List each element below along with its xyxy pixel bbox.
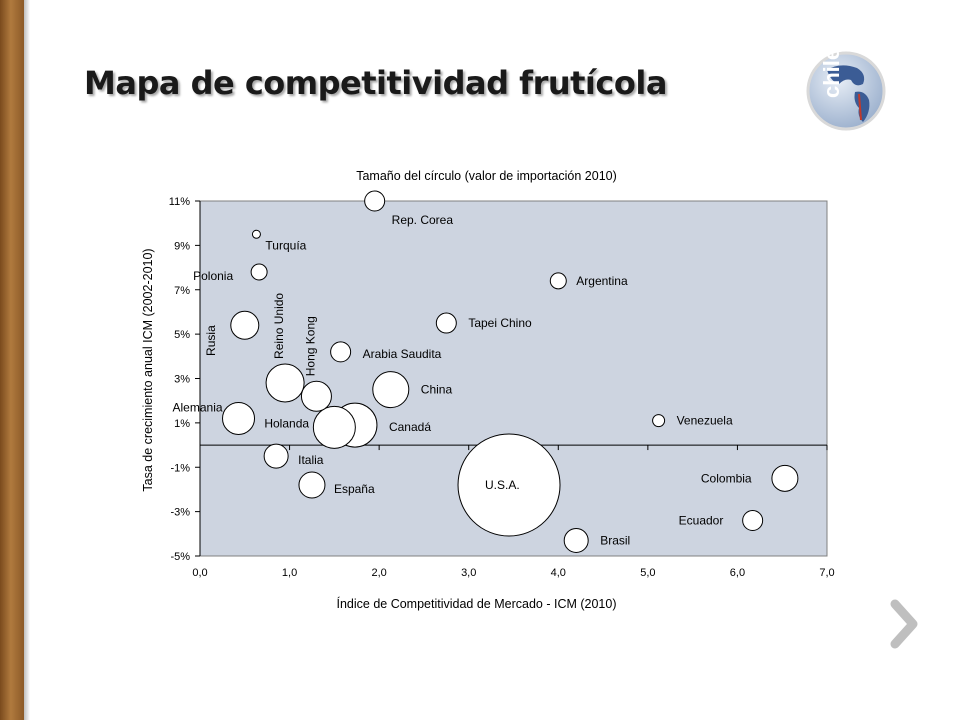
bubble-point — [251, 229, 261, 239]
bubble-point — [263, 443, 289, 469]
bubble-point — [298, 471, 326, 499]
bubble-label: Reino Unido — [272, 293, 286, 359]
chart-subtitle: Tamaño del círculo (valor de importación… — [356, 169, 617, 183]
y-tick-label: 5% — [174, 329, 190, 341]
bubble-point — [372, 371, 410, 409]
y-tick-label: 1% — [174, 418, 190, 430]
page-title: Mapa de competitividad frutícola — [84, 64, 667, 102]
bubble-label: Arabia Saudita — [363, 347, 442, 361]
bubble-label: Rusia — [204, 325, 218, 356]
bubble-label: U.S.A. — [485, 478, 520, 492]
bubble-label: Turquía — [265, 238, 306, 252]
x-tick-label: 1,0 — [282, 567, 297, 579]
x-tick-label: 7,0 — [819, 567, 834, 579]
bubble-point — [364, 190, 386, 212]
bubble-label: Polonia — [193, 269, 233, 283]
bubble-label: Colombia — [701, 471, 752, 485]
next-slide-button[interactable] — [885, 598, 921, 650]
logo-text: chile — [819, 50, 844, 98]
bubble-label: Holanda — [264, 416, 309, 430]
bubble-point — [222, 401, 256, 435]
bubble-label: Brasil — [600, 533, 630, 547]
bubble-label: Rep. Corea — [392, 213, 454, 227]
y-tick-label: 3% — [174, 374, 190, 386]
y-tick-label: -5% — [170, 551, 190, 563]
bubble-point — [435, 312, 457, 334]
bubble-label: Argentina — [576, 274, 628, 288]
bubble-label: España — [334, 482, 375, 496]
x-tick-label: 5,0 — [640, 567, 655, 579]
x-tick-label: 4,0 — [551, 567, 566, 579]
x-tick-label: 6,0 — [730, 567, 745, 579]
y-tick-label: 7% — [174, 285, 190, 297]
chile-globe-logo-icon: chile — [805, 48, 887, 132]
bubble-point — [771, 464, 799, 492]
bubble-point — [330, 341, 352, 363]
y-axis-title: Tasa de crecimiento anual ICM (2002-2010… — [141, 248, 155, 491]
left-bar-shadow — [24, 0, 30, 720]
bubble-point — [742, 510, 764, 531]
bubble-point — [300, 380, 332, 412]
x-tick-label: 0,0 — [192, 567, 207, 579]
bubble-label: Venezuela — [677, 414, 733, 428]
left-decorative-bar — [0, 0, 24, 720]
chevron-right-icon — [890, 599, 918, 649]
bubble-point — [312, 405, 356, 449]
bubble-point — [563, 527, 589, 553]
bubble-point — [250, 263, 268, 281]
bubble-label: Hong Kong — [303, 316, 317, 376]
bubble-label: Italia — [298, 453, 324, 467]
bubble-point — [230, 310, 260, 340]
bubble-point — [265, 363, 305, 403]
x-tick-label: 3,0 — [461, 567, 476, 579]
y-tick-label: -1% — [170, 462, 190, 474]
y-tick-label: 9% — [174, 240, 190, 252]
bubble-label: Ecuador — [679, 514, 724, 528]
bubble-label: Canadá — [389, 420, 431, 434]
bubble-label: Alemania — [173, 400, 223, 414]
bubble-label: Tapei Chino — [468, 316, 532, 330]
y-tick-label: 11% — [169, 196, 190, 208]
bubble-point — [457, 433, 561, 537]
bubble-point — [652, 414, 666, 428]
bubble-point — [549, 272, 567, 290]
x-tick-label: 2,0 — [371, 567, 386, 579]
y-tick-label: -3% — [170, 507, 190, 519]
x-axis-title: Índice de Competitividad de Mercado - IC… — [337, 596, 617, 611]
bubble-label: China — [421, 383, 453, 397]
